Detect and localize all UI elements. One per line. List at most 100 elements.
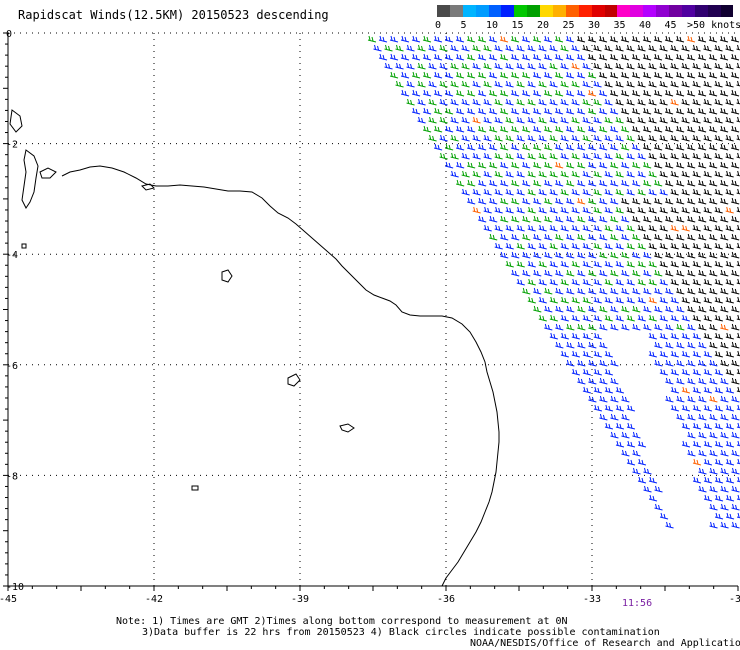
wind-barb (720, 197, 729, 205)
wind-barb (577, 323, 586, 331)
wind-barb (620, 71, 630, 79)
wind-barb (604, 278, 613, 286)
wind-barb (659, 332, 668, 340)
wind-barb (681, 170, 690, 178)
wind-barb (709, 305, 718, 313)
wind-barb (433, 89, 443, 97)
wind-barb (621, 449, 630, 457)
wind-barb (571, 62, 580, 70)
wind-barb (483, 206, 492, 214)
wind-barb (714, 98, 723, 106)
wind-barb (637, 98, 646, 106)
wind-barb (598, 107, 608, 115)
wind-barb (709, 377, 718, 385)
wind-barb (648, 350, 657, 358)
wind-barb (665, 269, 674, 277)
wind-barb (610, 377, 619, 385)
wind-barb (494, 44, 503, 52)
wind-barb (648, 332, 657, 340)
wind-barb (626, 314, 635, 322)
wind-barb (444, 107, 454, 115)
wind-barb (731, 215, 740, 223)
wind-barb (555, 323, 564, 331)
wind-barb (604, 98, 613, 106)
wind-barb (433, 125, 443, 133)
wind-barb (576, 71, 586, 79)
wind-barb (588, 251, 597, 259)
wind-barb (631, 35, 641, 43)
wind-barb (642, 107, 652, 115)
wind-barb (670, 170, 679, 178)
wind-barb (686, 125, 696, 133)
wind-barb (522, 215, 531, 223)
wind-barb (725, 80, 734, 88)
wind-barb (566, 287, 575, 295)
wind-barb (566, 179, 575, 187)
wind-barb (637, 206, 646, 214)
wind-barb (500, 197, 509, 205)
wind-barb (637, 224, 646, 232)
wind-barb (588, 359, 597, 367)
wind-barb (692, 62, 701, 70)
wind-barb (516, 188, 525, 196)
wind-barb (499, 53, 509, 61)
wind-barb (621, 197, 630, 205)
wind-barb (703, 260, 712, 268)
wind-barb (505, 80, 514, 88)
wind-barb (571, 188, 580, 196)
wind-barb (708, 107, 718, 115)
wind-barb (400, 53, 410, 61)
wind-barb (637, 296, 646, 304)
wind-barb (720, 215, 729, 223)
wind-barb (610, 395, 619, 403)
wind-barb (703, 350, 712, 358)
wind-barb (467, 161, 476, 169)
wind-barb (593, 62, 602, 70)
legend-swatch (475, 5, 489, 17)
wind-barb (472, 170, 481, 178)
wind-barb (675, 125, 685, 133)
wind-barb (731, 485, 740, 493)
wind-barb (527, 134, 536, 142)
longitude-label: -30 (729, 594, 740, 605)
wind-barb (654, 143, 663, 151)
wind-barb (698, 215, 707, 223)
wind-barb (670, 296, 679, 304)
wind-barb (538, 242, 547, 250)
wind-barb (483, 62, 492, 70)
wind-barb (400, 71, 410, 79)
wind-barb (406, 98, 415, 106)
wind-barb (604, 116, 613, 124)
wind-barb (714, 512, 724, 520)
wind-barb (714, 116, 723, 124)
wind-barb (637, 188, 646, 196)
wind-barb (720, 485, 729, 493)
wind-barb (478, 215, 487, 223)
wind-barb (621, 287, 630, 295)
legend-swatch (488, 5, 502, 17)
wind-barb (626, 224, 635, 232)
wind-barb (692, 98, 701, 106)
wind-barb (610, 251, 619, 259)
wind-barb (626, 116, 635, 124)
wind-barb (736, 170, 740, 177)
wind-barb (406, 80, 415, 88)
wind-barb (439, 80, 448, 88)
wind-barb (599, 413, 608, 421)
wind-barb (687, 215, 696, 223)
wind-barb (703, 476, 713, 484)
wind-barb (511, 269, 520, 277)
wind-barb (395, 44, 404, 52)
wind-barb (621, 431, 630, 439)
wind-barb (692, 314, 701, 322)
wind-barb (708, 125, 718, 133)
wind-barb (450, 98, 459, 106)
wind-barb (620, 53, 630, 61)
wind-barb (478, 161, 487, 169)
wind-barb (736, 386, 740, 393)
wind-barb (461, 44, 470, 52)
wind-barb (505, 170, 514, 178)
wind-barb (626, 134, 635, 142)
wind-barb (687, 413, 696, 421)
wind-barb (676, 305, 685, 313)
